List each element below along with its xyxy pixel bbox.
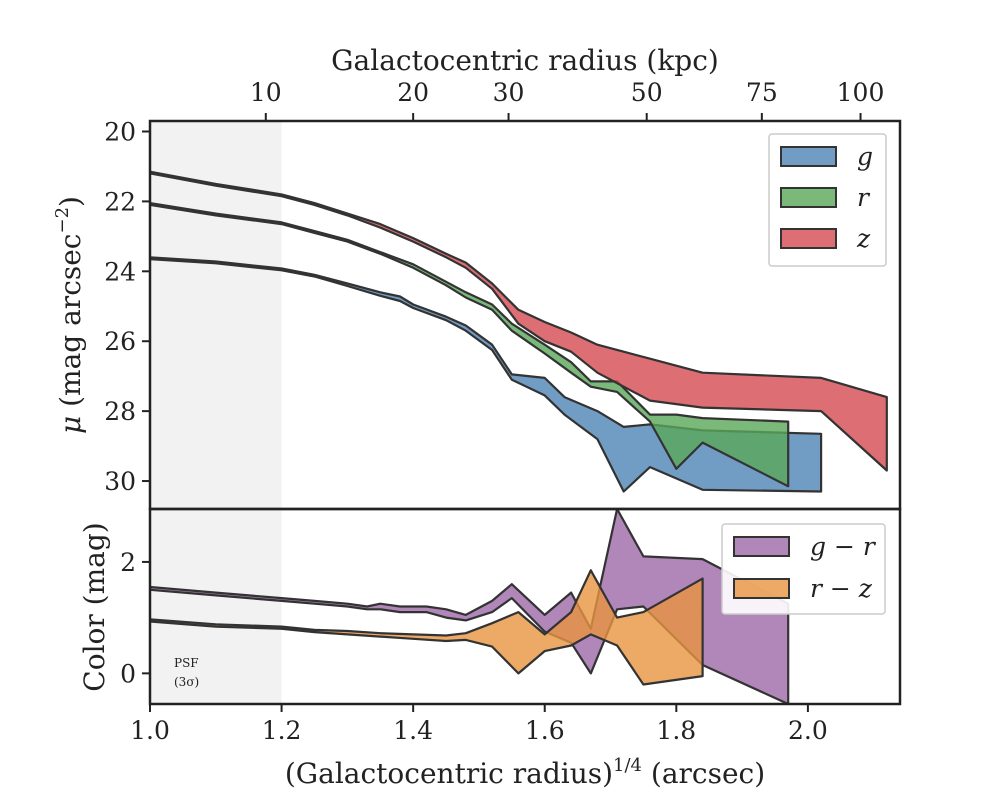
legend-swatch [780,187,837,208]
legend-label: g − r [810,532,877,561]
y-tick-label: 24 [104,257,136,286]
legend-label: r [857,183,871,212]
top-x-axis-label: Galactocentric radius (kpc) [331,44,719,77]
x-tick-label: 1.4 [393,716,433,745]
x-tick-label: 1.6 [525,716,565,745]
legend-label: r − z [810,574,873,603]
y-tick-label: 30 [104,467,136,496]
legend-swatch [733,578,790,599]
top-legend: grz [768,133,887,267]
surface-brightness-bands [150,170,888,493]
top-x-tick-label: 20 [397,78,429,107]
bottom-legend: g − r r − z [721,523,886,615]
y-axis-label-exponent: −2 [52,207,73,234]
legend-label: g [857,142,873,171]
y-tick-label: 26 [104,327,136,356]
color-y-tick-label: 0 [120,659,136,688]
y-tick-label: 22 [104,187,136,216]
x-axis-label-main: (Galactocentric radius) [285,757,613,790]
x-tick-label: 2.0 [788,716,828,745]
x-axis-label-unit: (arcsec) [642,757,765,790]
x-tick-label: 1.8 [656,716,696,745]
x-axis-label: (Galactocentric radius)1/4 (arcsec) [285,755,765,790]
x-tick-label: 1.0 [130,716,170,745]
legend-swatch [780,228,837,249]
top-x-tick-label: 50 [631,78,663,107]
psf-sigma-label: (3σ) [174,675,199,689]
y-tick-label: 28 [104,397,136,426]
x-tick-label: 1.2 [262,716,302,745]
top-y-axis-label: μ (mag arcsec−2) [52,196,87,434]
band-r [150,202,790,488]
band-z [150,170,888,472]
band-gr [150,509,790,704]
x-axis-label-exponent: 1/4 [613,755,642,776]
top-x-tick-label: 30 [493,78,525,107]
psf-label: PSF [174,656,199,670]
top-x-tick-label: 100 [837,78,885,107]
band-rz [150,569,704,686]
top-x-tick-label: 10 [250,78,282,107]
legend-swatch [733,536,790,557]
bottom-panel-frame [148,507,902,706]
band-g [150,256,823,493]
legend-label: z [856,224,871,253]
bottom-y-axis-label: Color (mag) [78,522,111,691]
y-tick-label: 20 [104,117,136,146]
y-axis-label-unit: (mag arcsec [54,234,87,416]
color-y-tick-label: 2 [120,548,136,577]
color-bands [150,509,790,704]
legend-swatch [780,146,837,167]
y-axis-label-symbol: μ [54,416,87,434]
axis-ticks: 1.0 1.2 1.4 1.6 1.8 2.010 20 30 50 75 100202224262… [104,78,884,745]
psf-region [150,121,282,704]
y-axis-label-close: ) [54,196,87,207]
top-x-tick-label: 75 [746,78,778,107]
